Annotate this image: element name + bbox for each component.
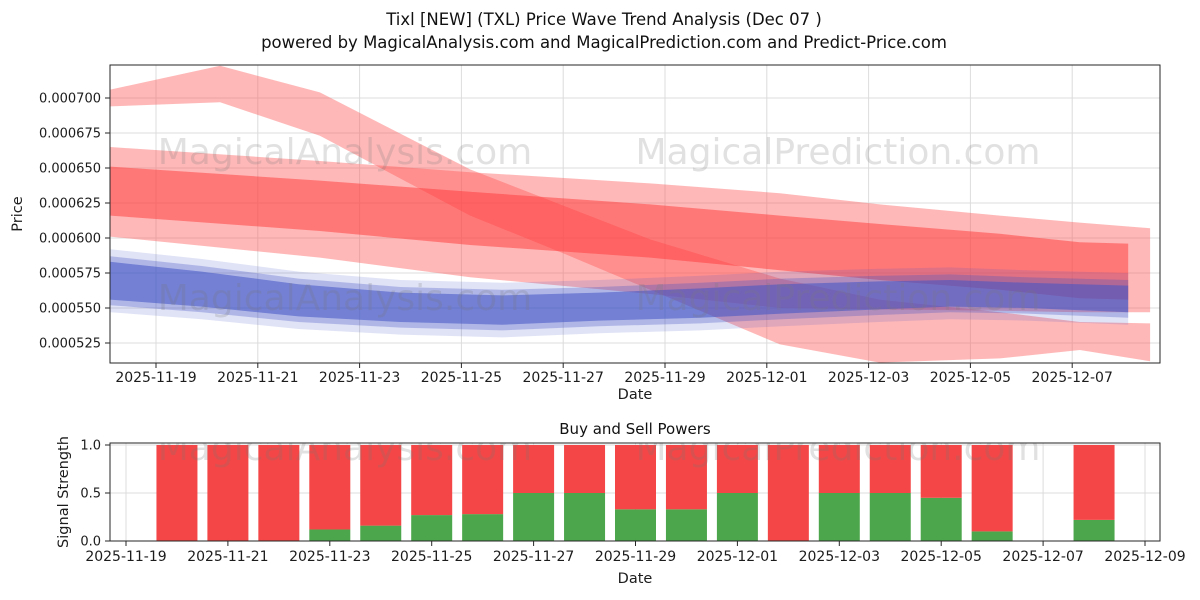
- bar-sell-2025-11-28: [564, 445, 606, 493]
- x-axis-label: Date: [618, 387, 653, 403]
- figure-title: Tixl [NEW] (TXL) Price Wave Trend Analys…: [385, 10, 822, 29]
- y-axis-label: Price: [10, 196, 26, 231]
- bar-sell-2025-11-26: [462, 445, 504, 515]
- y-tick-label: 0.000525: [39, 337, 101, 352]
- watermark-text: MagicalPrediction.com: [636, 278, 1041, 319]
- x-tick-label: 2025-11-19: [115, 370, 196, 386]
- bar-buy-2025-11-26: [462, 514, 504, 541]
- bar-buy-2025-11-28: [564, 493, 606, 541]
- x-tick-label: 2025-11-29: [595, 549, 676, 565]
- x-tick-label: 2025-12-03: [799, 549, 880, 565]
- bar-sell-2025-12-06: [971, 445, 1013, 532]
- bar-buy-2025-11-30: [665, 509, 707, 541]
- x-tick-label: 2025-11-23: [319, 370, 400, 386]
- y-tick-label: 0.000600: [39, 232, 101, 247]
- y-tick-label: 0.5: [80, 487, 101, 502]
- y-tick-label: 0.000650: [39, 162, 101, 177]
- bar-buy-2025-11-29: [615, 509, 656, 541]
- y-tick-label: 0.000675: [39, 127, 101, 142]
- x-tick-label: 2025-12-07: [1032, 370, 1113, 386]
- axes-spine: [109, 64, 1161, 364]
- watermark-text: MagicalPrediction.com: [636, 428, 1041, 469]
- bar-buy-2025-11-23: [309, 529, 351, 541]
- price-band-upper-forecast-band: [110, 65, 1151, 363]
- bar-buy-2025-12-06: [971, 531, 1013, 541]
- bar-sell-2025-11-25: [411, 445, 453, 516]
- watermark-text: MagicalAnalysis.com: [158, 428, 532, 469]
- bar-layer: MagicalAnalysis.com MagicalPrediction.com: [156, 428, 1115, 541]
- bar-sell-2025-12-04: [869, 445, 911, 493]
- bar-sell-2025-12-08: [1073, 445, 1115, 520]
- x-axis-label: Date: [618, 571, 653, 587]
- x-tick-label: 2025-11-27: [493, 549, 574, 565]
- bar-sell-2025-11-24: [360, 445, 402, 526]
- y-axis-label: Signal Strength: [56, 436, 72, 548]
- bar-buy-2025-11-24: [360, 525, 402, 541]
- x-tick-label: 2025-12-03: [828, 370, 909, 386]
- bar-buy-2025-11-27: [513, 493, 555, 541]
- x-tick-label: 2025-11-29: [624, 370, 705, 386]
- chart-title: Buy and Sell Powers: [559, 420, 711, 438]
- bar-buy-2025-12-05: [920, 497, 962, 541]
- x-tick-label: 2025-12-05: [930, 370, 1011, 386]
- x-tick-label: 2025-11-21: [217, 370, 298, 386]
- watermark-text: MagicalPrediction.com: [636, 132, 1041, 173]
- x-tick-label: 2025-11-21: [187, 549, 268, 565]
- x-tick-label: 2025-12-01: [697, 549, 778, 565]
- x-tick-label: 2025-11-23: [289, 549, 370, 565]
- bar-sell-2025-11-21: [207, 445, 249, 541]
- bar-sell-2025-12-03: [818, 445, 860, 493]
- bar-sell-2025-12-05: [920, 445, 962, 498]
- bar-buy-2025-12-01: [716, 493, 758, 541]
- y-tick-label: 0.000550: [39, 302, 101, 317]
- band-layer: MagicalAnalysis.com MagicalPrediction.com…: [110, 65, 1151, 363]
- x-tick-label: 2025-11-19: [85, 549, 166, 565]
- bar-sell-2025-11-20: [156, 445, 198, 541]
- bar-buy-2025-11-25: [411, 515, 453, 541]
- watermark-text: MagicalAnalysis.com: [158, 278, 532, 319]
- x-tick-label: 2025-11-27: [523, 370, 604, 386]
- bar-sell-2025-11-27: [513, 445, 555, 493]
- x-tick-label: 2025-11-25: [421, 370, 502, 386]
- x-tick-label: 2025-12-09: [1104, 549, 1185, 565]
- bar-buy-2025-12-04: [869, 493, 911, 541]
- figure-subtitle: powered by MagicalAnalysis.com and Magic…: [261, 33, 947, 52]
- bar-sell-2025-11-23: [309, 445, 351, 530]
- y-tick-label: 0.000625: [39, 197, 101, 212]
- y-tick-label: 1.0: [80, 439, 101, 454]
- watermark-text: MagicalAnalysis.com: [158, 132, 532, 173]
- x-tick-label: 2025-11-25: [391, 549, 472, 565]
- price-band-blue-core-band: [110, 261, 1129, 325]
- bar-buy-2025-12-08: [1073, 519, 1115, 541]
- x-tick-label: 2025-12-05: [901, 549, 982, 565]
- bar-sell-2025-12-01: [716, 445, 758, 493]
- y-tick-label: 0.0: [80, 535, 101, 550]
- price-band-inner-red-band: [110, 166, 1129, 300]
- bar-buy-2025-12-03: [818, 493, 860, 541]
- bar-sell-2025-11-22: [258, 445, 300, 541]
- x-tick-label: 2025-12-07: [1002, 549, 1083, 565]
- price-wave-chart: MagicalAnalysis.com MagicalPrediction.com…: [10, 64, 1161, 403]
- y-tick-label: 0.000700: [39, 92, 101, 107]
- bar-sell-2025-12-02: [767, 445, 809, 541]
- bar-sell-2025-11-29: [615, 445, 656, 510]
- x-tick-label: 2025-12-01: [726, 370, 807, 386]
- y-tick-label: 0.000575: [39, 267, 101, 282]
- bar-sell-2025-11-30: [665, 445, 707, 510]
